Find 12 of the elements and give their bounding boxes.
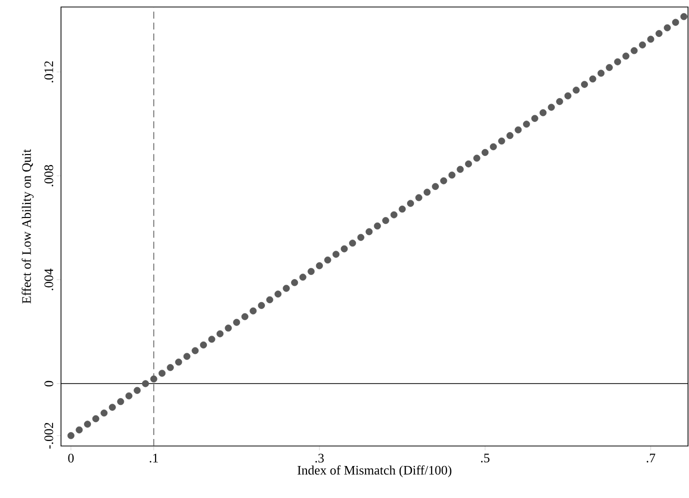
x-tick-label: .5	[481, 454, 490, 462]
x-tick-label: .1	[150, 454, 158, 463]
x-tick-label: 0	[68, 454, 74, 463]
x-axis-title: Index of Mismatch (Diff/100)	[298, 465, 452, 478]
y-tick-label: .012	[44, 61, 54, 82]
x-tick-label: .3	[315, 454, 324, 463]
y-axis-title: Effect of Low Ability on Quit	[22, 149, 34, 304]
y-tick-label: .004	[44, 268, 54, 290]
x-tick-label: .7	[646, 454, 656, 462]
y-tick-label: 0	[44, 380, 54, 386]
y-tick-label: .008	[44, 165, 54, 186]
y-tick-label: -.002	[44, 422, 54, 449]
